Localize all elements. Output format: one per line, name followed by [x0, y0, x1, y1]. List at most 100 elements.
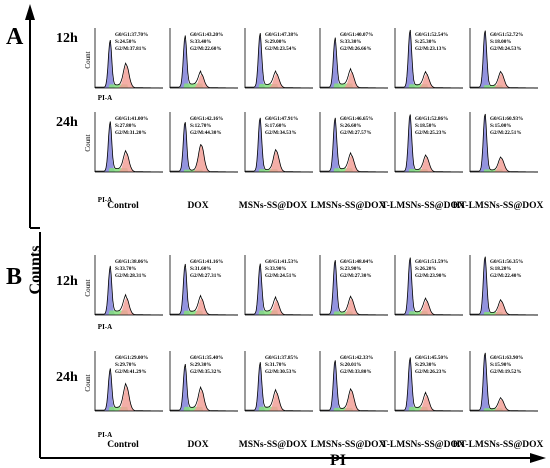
s-phase-band [470, 85, 538, 88]
phase-stat: G0/G1:47.91% [265, 116, 298, 122]
phase-stat: S:29.70% [115, 362, 136, 368]
phase-stat: S:24.50% [115, 39, 136, 45]
phase-stat: G2/M:30.53% [265, 369, 297, 375]
g2m-peak [470, 399, 538, 411]
phase-stat: G2/M:22.60% [190, 46, 222, 52]
phase-stat: G0/G1:29.00% [115, 355, 148, 361]
s-phase-band [320, 311, 388, 315]
g0g1-peak [170, 124, 238, 172]
phase-stat: S:27.80% [115, 123, 136, 129]
phase-stat: S:15.00% [490, 123, 511, 129]
phase-stat: G2/M:35.32% [190, 369, 222, 375]
s-phase-band [95, 310, 163, 315]
phase-stat: G2/M:28.31% [115, 273, 147, 279]
g2m-peak [170, 389, 238, 411]
g2m-peak [395, 395, 463, 411]
g0g1-peak [245, 36, 313, 88]
histogram-B-24h-2: G0/G1:37.85%S:31.70%G2/M:30.53% [244, 351, 313, 412]
phase-stat: S:33.90% [265, 266, 286, 272]
g2m-peak [170, 145, 238, 172]
x-axis-label: PI [330, 452, 346, 468]
phase-stat: S:20.01% [340, 362, 361, 368]
phase-stat: S:33.70% [115, 266, 136, 272]
x-axis-arrow [530, 453, 546, 463]
g2m-peak [170, 74, 238, 88]
count-label: Count [84, 51, 92, 68]
s-phase-band [320, 83, 388, 88]
g0g1-peak [470, 116, 538, 172]
column-label: Control [107, 201, 139, 211]
phase-stat: G2/M:31.20% [115, 130, 147, 136]
phase-stat: S:12.70% [190, 123, 211, 129]
g2m-peak [395, 300, 463, 315]
phase-stat: G0/G1:41.00% [115, 116, 148, 122]
panel-letter: A [6, 24, 24, 50]
g2m-peak [470, 73, 538, 88]
g0g1-peak [95, 125, 163, 172]
pi-a-label: PI-A [98, 323, 112, 331]
histogram-B-24h-0: G0/G1:29.00%S:29.70%G2/M:41.29% [94, 351, 163, 412]
g2m-peak [95, 386, 163, 411]
s-phase-band [245, 310, 313, 315]
g0g1-peak [95, 269, 163, 315]
count-label: Count [84, 134, 92, 151]
histogram-A-24h-5: G0/G1:60.93%S:15.00%G2/M:22.51% [469, 112, 538, 173]
phase-stat: G2/M:24.51% [265, 273, 297, 279]
g0g1-peak [470, 259, 538, 315]
panel-letter: B [6, 264, 22, 290]
g0g1-peak [395, 33, 463, 88]
g0g1-peak [245, 120, 313, 172]
phase-stat: G2/M:44.30% [190, 130, 222, 136]
histogram-B-12h-0: G0/G1:38.06%S:33.70%G2/M:28.31% [94, 255, 163, 316]
pi-a-label: PI-A [98, 196, 112, 204]
g2m-peak [470, 158, 538, 172]
g0g1-peak [95, 43, 163, 88]
phase-stat: S:18.00% [490, 39, 511, 45]
phase-stat: G0/G1:38.06% [115, 259, 148, 265]
phase-stat: G2/M:23.13% [415, 46, 447, 52]
column-label: MSNs-SS@DOX [239, 440, 308, 450]
phase-stat: G0/G1:63.90% [490, 355, 523, 361]
phase-stat: G0/G1:35.40% [190, 355, 223, 361]
phase-stat: G0/G1:42.33% [340, 355, 373, 361]
s-phase-band [320, 407, 388, 411]
g2m-peak [320, 72, 388, 88]
g0g1-peak [170, 39, 238, 88]
g2m-peak [245, 300, 313, 315]
phase-stat: S:31.70% [265, 362, 286, 368]
histogram-A-12h-3: G0/G1:40.07%S:33.30%G2/M:26.66% [319, 28, 388, 89]
g2m-peak [245, 73, 313, 88]
g0g1-peak [95, 372, 163, 411]
g0g1-peak [245, 366, 313, 411]
s-phase-band [170, 406, 238, 411]
s-phase-band [170, 310, 238, 315]
column-label: MSNs-SS@DOX [239, 201, 308, 211]
s-phase-band [95, 406, 163, 411]
histogram-B-12h-5: G0/G1:56.35%S:18.20%G2/M:22.40% [469, 255, 538, 316]
histogram-B-24h-1: G0/G1:35.40%S:29.30%G2/M:35.32% [169, 351, 238, 412]
phase-stat: G0/G1:52.54% [415, 32, 448, 38]
row-label-24h: 24h [56, 115, 78, 130]
phase-stat: S:29.30% [415, 362, 436, 368]
column-label: HT-LMSNs-SS@DOX [453, 201, 544, 211]
g2m-peak [95, 65, 163, 88]
count-label: Count [84, 374, 92, 391]
histogram-A-24h-3: G0/G1:46.65%S:26.60%G2/M:27.57% [319, 112, 388, 173]
column-label: LMSNs-SS@DOX [311, 201, 386, 211]
phase-stat: G0/G1:41.53% [265, 259, 298, 265]
column-label: HT-LMSNs-SS@DOX [453, 440, 544, 450]
phase-stat: G2/M:22.40% [490, 273, 522, 279]
column-label: T-LMSNs-SS@DOX [381, 440, 465, 450]
phase-stat: G0/G1:60.93% [490, 116, 523, 122]
phase-stat: G2/M:41.29% [115, 369, 147, 375]
histogram-A-12h-0: G0/G1:37.70%S:24.50%G2/M:37.81% [94, 28, 163, 89]
y-axis-arrow [25, 4, 35, 20]
s-phase-band [320, 168, 388, 172]
phase-stat: G2/M:23.90% [415, 273, 447, 279]
phase-stat: S:15.90% [490, 362, 511, 368]
g2m-peak [395, 156, 463, 172]
histogram-B-12h-4: G0/G1:51.59%S:26.20%G2/M:23.90% [394, 255, 463, 316]
s-phase-band [95, 168, 163, 172]
histogram-A-24h-0: G0/G1:41.00%S:27.80%G2/M:31.20% [94, 112, 163, 173]
s-phase-band [395, 406, 463, 411]
